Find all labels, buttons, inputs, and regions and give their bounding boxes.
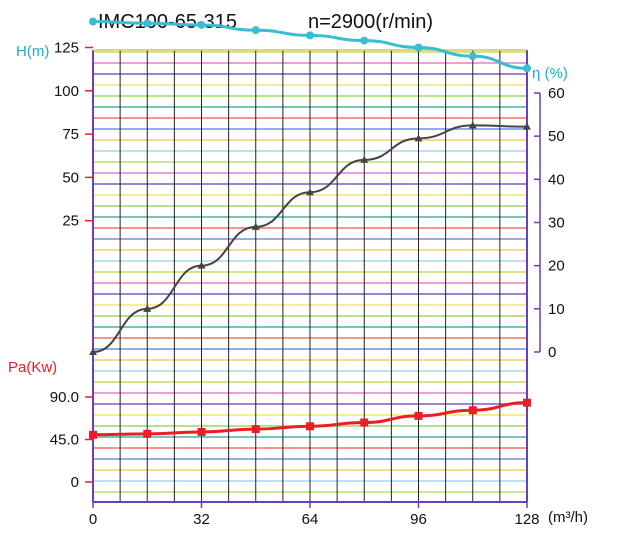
series-group — [89, 17, 531, 439]
head-data-point — [306, 31, 314, 40]
power-axis-label: Pa(Kw) — [8, 359, 57, 376]
x-tick-label: 64 — [302, 511, 319, 528]
chart-subtitle: n=2900(r/min) — [308, 11, 433, 33]
power-data-point — [360, 418, 369, 427]
head-tick-label: 100 — [54, 83, 79, 100]
x-tick-label: 96 — [410, 511, 427, 528]
efficiency-data-point — [360, 155, 369, 163]
head-data-point — [414, 43, 423, 52]
head-tick-label: 50 — [62, 169, 79, 186]
efficiency-data-point — [197, 261, 206, 269]
head-data-point — [197, 20, 206, 29]
power-tick-label: 90.0 — [50, 389, 79, 406]
efficiency-data-point — [414, 134, 423, 142]
efficiency-tick-label: 30 — [548, 215, 565, 232]
power-data-point — [251, 425, 260, 434]
power-data-point — [197, 427, 206, 436]
power-data-point — [89, 430, 97, 439]
head-axis-label: H(m) — [16, 43, 49, 60]
efficiency-tick-label: 0 — [548, 344, 556, 361]
head-tick-label: 125 — [54, 40, 79, 57]
efficiency-data-point — [143, 304, 152, 312]
x-axis-label: (m³/h) — [548, 509, 588, 526]
head-data-point — [143, 19, 152, 28]
x-tick-label: 0 — [89, 511, 97, 528]
efficiency-data-point — [468, 121, 477, 129]
head-data-point — [360, 36, 369, 45]
efficiency-data-point — [523, 122, 531, 130]
power-data-point — [143, 429, 152, 438]
power-tick-label: 0 — [71, 474, 79, 491]
head-data-point — [89, 17, 97, 26]
grid-lines — [93, 50, 527, 502]
x-tick-label: 32 — [193, 511, 210, 528]
efficiency-data-point — [306, 188, 314, 196]
efficiency-tick-label: 10 — [548, 301, 565, 318]
power-data-point — [306, 422, 314, 431]
series-line-efficiency — [92, 124, 528, 353]
efficiency-data-point — [89, 348, 97, 355]
power-data-point — [414, 411, 423, 420]
head-data-point — [523, 64, 531, 73]
efficiency-tick-label: 50 — [548, 128, 565, 145]
power-data-point — [468, 406, 477, 415]
efficiency-data-point — [251, 222, 260, 230]
axes: 0 32 64 96 128 25 50 75 100 125 0 45.0 90.0 0 10 20 30 40… — [50, 40, 565, 529]
efficiency-tick-label: 40 — [548, 171, 565, 188]
head-tick-label: 25 — [62, 213, 79, 230]
head-tick-label: 75 — [62, 126, 79, 143]
power-data-point — [523, 398, 531, 407]
x-tick-label: 128 — [514, 511, 539, 528]
head-data-point — [468, 52, 477, 61]
efficiency-tick-label: 60 — [548, 85, 565, 102]
efficiency-tick-label: 20 — [548, 258, 565, 275]
head-data-point — [251, 26, 260, 35]
efficiency-axis-label: η (%) — [532, 65, 568, 82]
power-tick-label: 45.0 — [50, 432, 79, 449]
